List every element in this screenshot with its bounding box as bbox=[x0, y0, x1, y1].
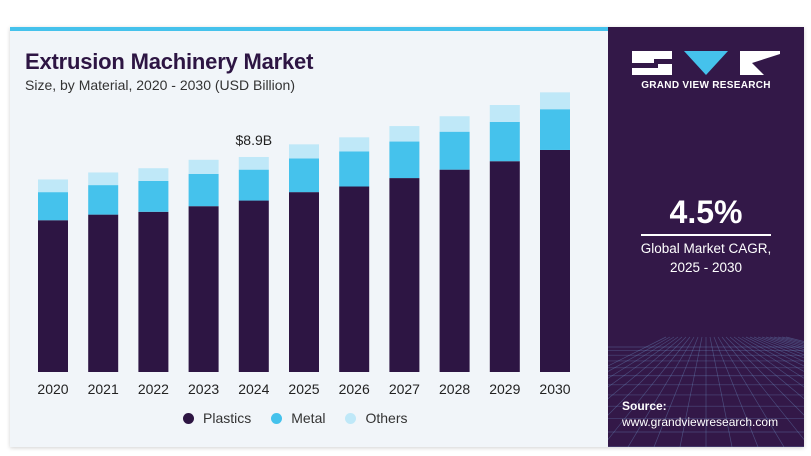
bar-others-2020 bbox=[38, 179, 68, 193]
cagr-value: 4.5% bbox=[669, 194, 743, 230]
chart-title: Extrusion Machinery Market bbox=[25, 49, 314, 74]
x-tick-label-2030: 2030 bbox=[539, 381, 570, 397]
source-label: Source: bbox=[622, 399, 667, 413]
bar-others-2028 bbox=[439, 116, 470, 132]
bar-others-2021 bbox=[88, 172, 119, 186]
decorative-grid-pattern bbox=[608, 336, 804, 447]
x-tick-label-2020: 2020 bbox=[37, 381, 68, 397]
cagr-label: Global Market CAGR, bbox=[640, 241, 772, 256]
x-tick-label-2027: 2027 bbox=[389, 381, 420, 397]
bar-plastics-2030 bbox=[540, 149, 570, 372]
x-tick-label-2022: 2022 bbox=[138, 381, 169, 397]
bar-metal-2024 bbox=[238, 169, 269, 201]
chart-legend: Plastics Metal Others bbox=[183, 410, 407, 426]
x-tick-label-2021: 2021 bbox=[88, 381, 119, 397]
bar-metal-2027 bbox=[389, 141, 420, 179]
bar-chart: 2020 2021 2022 2023 2024 $8.9B 2025 2026 2027 202… bbox=[37, 92, 571, 397]
legend-swatch-others bbox=[345, 412, 357, 424]
cagr-divider bbox=[641, 234, 771, 236]
legend-swatch-metal bbox=[271, 412, 283, 424]
bar-metal-2026 bbox=[339, 151, 370, 187]
chart-card: Extrusion Machinery Market Size, by Mate… bbox=[10, 27, 804, 447]
legend-label-metal: Metal bbox=[291, 410, 326, 426]
brand-name: GRAND VIEW RESEARCH bbox=[641, 80, 771, 91]
bar-others-2023 bbox=[188, 159, 219, 174]
bar-others-2027 bbox=[389, 126, 420, 142]
legend-item-plastics: Plastics bbox=[183, 410, 251, 426]
bar-others-2030 bbox=[540, 92, 570, 110]
x-tick-label-2028: 2028 bbox=[439, 381, 470, 397]
legend-item-metal: Metal bbox=[271, 410, 325, 426]
chart-subtitle: Size, by Material, 2020 - 2030 (USD Bill… bbox=[25, 77, 296, 93]
bar-metal-2029 bbox=[489, 121, 520, 162]
bar-metal-2030 bbox=[540, 109, 570, 150]
bar-plastics-2024 bbox=[238, 200, 269, 372]
bar-others-2026 bbox=[339, 137, 370, 152]
cagr-period: 2025 - 2030 bbox=[669, 260, 743, 275]
bar-others-2029 bbox=[489, 105, 520, 122]
legend-swatch-plastics bbox=[183, 412, 194, 424]
x-tick-label-2025: 2025 bbox=[288, 381, 319, 397]
bar-plastics-2028 bbox=[439, 169, 470, 372]
bar-plastics-2026 bbox=[339, 186, 370, 372]
bar-others-2025 bbox=[289, 144, 319, 159]
legend-label-others: Others bbox=[365, 410, 408, 426]
legend-label-plastics: Plastics bbox=[203, 410, 252, 426]
bar-metal-2020 bbox=[38, 192, 68, 221]
brand-side-panel: GRAND VIEW RESEARCH 4.5% Global Market C… bbox=[608, 27, 804, 447]
grand-view-research-logo bbox=[632, 51, 780, 75]
top-accent-bar bbox=[10, 27, 608, 31]
bar-plastics-2025 bbox=[289, 192, 319, 372]
legend-item-others: Others bbox=[345, 410, 407, 426]
bar-others-2024 bbox=[238, 156, 269, 170]
bar-others-2022 bbox=[138, 168, 169, 181]
bar-plastics-2021 bbox=[88, 214, 119, 372]
bar-plastics-2027 bbox=[389, 178, 420, 372]
bar-metal-2023 bbox=[188, 173, 219, 207]
bar-metal-2022 bbox=[138, 180, 169, 212]
source-link[interactable]: www.grandviewresearch.com bbox=[622, 415, 779, 429]
x-tick-label-2024: 2024 bbox=[238, 381, 269, 397]
bar-plastics-2022 bbox=[138, 211, 169, 372]
x-tick-label-2026: 2026 bbox=[339, 381, 370, 397]
x-tick-label-2023: 2023 bbox=[188, 381, 219, 397]
x-tick-label-2029: 2029 bbox=[489, 381, 520, 397]
data-label-2024: $8.9B bbox=[236, 132, 273, 148]
bar-metal-2025 bbox=[289, 158, 319, 193]
bar-plastics-2023 bbox=[188, 206, 219, 372]
bar-plastics-2020 bbox=[38, 220, 68, 372]
bar-metal-2021 bbox=[88, 185, 119, 215]
bar-plastics-2029 bbox=[489, 161, 520, 372]
bar-metal-2028 bbox=[439, 131, 470, 170]
